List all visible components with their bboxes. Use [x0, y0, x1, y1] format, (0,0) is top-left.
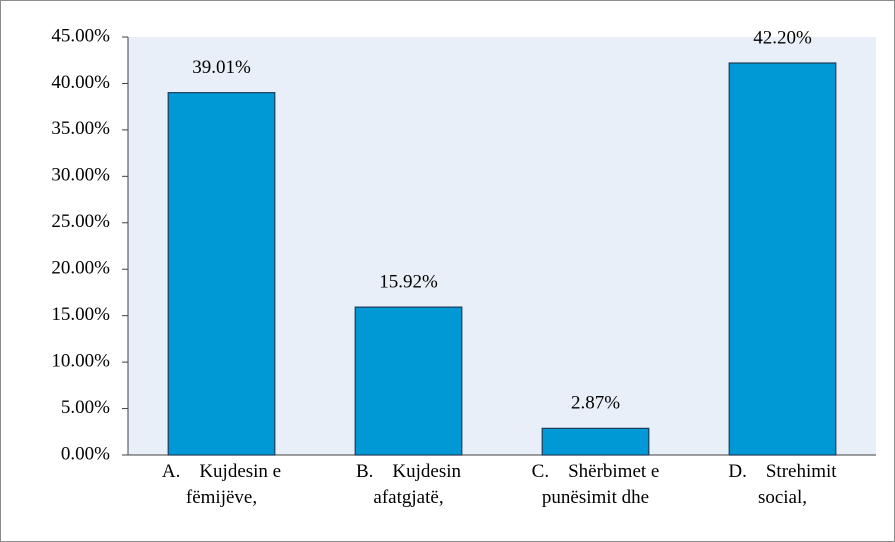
y-tick-label: 40.00%: [51, 72, 110, 93]
x-tick-label: A. Kujdesin e fëmijëve,: [161, 461, 282, 508]
y-tick-label: 5.00%: [61, 397, 110, 418]
bar: [728, 62, 837, 456]
x-tick-label: B. Kujdesin afatgjatë,: [355, 461, 462, 508]
bar: [541, 427, 650, 456]
data-label: 15.92%: [379, 271, 438, 292]
y-tick-label: 0.00%: [61, 443, 110, 464]
y-tick-label: 30.00%: [51, 165, 110, 186]
y-tick-label: 35.00%: [51, 118, 110, 139]
data-label: 39.01%: [192, 57, 251, 78]
y-tick-label: 15.00%: [51, 304, 110, 325]
bar: [354, 306, 463, 456]
data-label: 42.20%: [753, 27, 812, 48]
y-tick-label: 45.00%: [51, 25, 110, 46]
x-tick-label: C. Shërbimet e punësimit dhe: [531, 461, 660, 508]
y-tick-label: 25.00%: [51, 211, 110, 232]
y-tick-label: 20.00%: [51, 258, 110, 279]
bar: [167, 92, 276, 456]
data-label: 2.87%: [571, 393, 620, 414]
y-tick-label: 10.00%: [51, 350, 110, 371]
x-tick-label: D. Strehimit social,: [728, 461, 837, 508]
